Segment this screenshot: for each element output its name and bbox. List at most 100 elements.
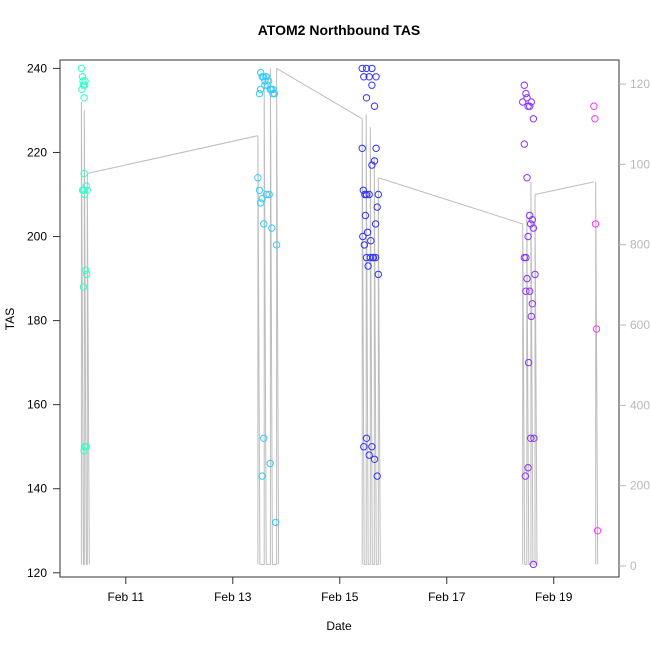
data-point (523, 274, 531, 283)
data-point (373, 203, 381, 211)
data-point (358, 64, 366, 73)
data-point (82, 443, 90, 451)
data-point (79, 283, 88, 291)
data-point (591, 220, 600, 228)
data-point (590, 102, 598, 110)
data-point (524, 358, 533, 367)
secondary-trace-link (276, 67, 363, 120)
data-point (523, 174, 531, 182)
data-point (255, 186, 264, 195)
data-point (266, 85, 274, 94)
data-point (79, 186, 88, 195)
data-point (362, 434, 371, 442)
data-point (256, 85, 265, 94)
secondary-trace-spikes (257, 68, 280, 565)
data-point (361, 211, 370, 220)
line-layer (80, 67, 599, 565)
chart-title: ATOM2 Northbound TAS (258, 22, 421, 38)
data-point (363, 228, 372, 237)
data-point (373, 472, 381, 480)
data-point (366, 253, 374, 262)
data-point (362, 94, 371, 102)
data-point (260, 434, 268, 442)
data-point (519, 98, 527, 106)
data-point (258, 472, 266, 480)
axis-layer: Feb 11 Feb 13 Feb 15 Feb 17 Feb 19 120 140 160 1… (27, 61, 650, 604)
y2-tick-label: 10000 (630, 157, 650, 171)
y-tick-label: 140 (27, 482, 47, 496)
secondary-trace-spikes (361, 114, 381, 565)
data-point (82, 266, 90, 274)
data-point (523, 94, 531, 102)
data-point (592, 325, 601, 333)
data-point (527, 312, 535, 321)
data-point (80, 190, 89, 199)
data-point (365, 73, 373, 81)
y2-tick-label: 8000 (630, 238, 650, 252)
data-point (521, 472, 530, 480)
data-point (358, 144, 366, 153)
data-point (260, 220, 268, 228)
data-point (591, 115, 599, 123)
data-point (360, 73, 368, 81)
data-point (368, 81, 376, 89)
data-point (364, 262, 372, 270)
data-point (369, 253, 377, 262)
y-tick-label: 160 (27, 398, 47, 412)
data-point (360, 443, 368, 451)
data-point (524, 464, 532, 472)
data-point (368, 443, 376, 451)
data-point (526, 102, 534, 110)
y-tick-label: 180 (27, 314, 47, 328)
data-point (374, 190, 382, 199)
y2-tick-label: 6000 (630, 318, 650, 332)
data-point (80, 447, 88, 455)
y-axis-label: TAS (3, 308, 17, 330)
data-point (529, 224, 538, 232)
data-point (271, 518, 280, 527)
data-point (360, 241, 369, 249)
data-point (269, 85, 277, 94)
data-point (371, 253, 380, 262)
data-point (529, 115, 538, 123)
data-point (254, 174, 262, 182)
data-point (83, 270, 91, 279)
data-point (270, 89, 279, 98)
y-tick-label: 220 (27, 145, 47, 159)
data-point (522, 287, 530, 295)
y2-tick-label: 0 (630, 559, 637, 573)
data-point (261, 81, 269, 89)
data-point (365, 190, 373, 199)
data-point (527, 434, 535, 442)
data-point (80, 81, 89, 89)
data-point (367, 237, 375, 245)
data-point (524, 232, 532, 241)
data-point (372, 73, 380, 81)
data-point (593, 527, 602, 535)
data-point (255, 89, 264, 98)
y2-tick-label: 2000 (630, 479, 650, 493)
data-point (520, 253, 528, 262)
y-tick-label: 240 (27, 61, 47, 75)
data-point (528, 216, 536, 224)
x-axis-label: Date (326, 619, 352, 633)
data-point (372, 144, 380, 153)
x-tick-label: Feb 15 (321, 590, 359, 604)
data-point (362, 190, 371, 199)
y2-tick-label: 12000 (630, 77, 650, 91)
data-point (362, 64, 371, 73)
data-point (262, 73, 270, 81)
secondary-trace-link (87, 135, 259, 174)
data-point (258, 195, 266, 203)
data-point (272, 241, 281, 249)
secondary-trace-link (534, 181, 594, 195)
data-point (256, 199, 265, 207)
data-point (368, 64, 376, 73)
data-point (262, 190, 271, 199)
data-point (520, 140, 528, 148)
x-tick-label: Feb 13 (214, 590, 252, 604)
data-point (531, 270, 539, 279)
data-point (79, 77, 87, 85)
